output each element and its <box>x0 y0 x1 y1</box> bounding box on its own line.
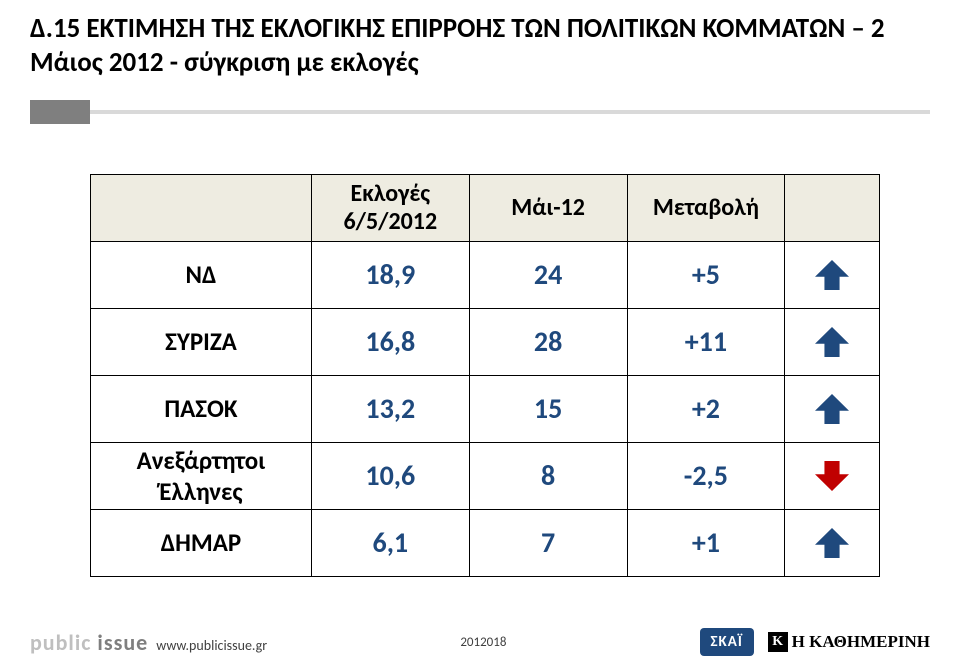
footer: public issue www.publicissue.gr 2012018 … <box>0 622 960 662</box>
cell-arrow <box>785 375 880 442</box>
cell-prev: 10,6 <box>311 442 469 509</box>
logo-publicissue: public issue <box>30 629 148 656</box>
cell-party: ΣΥΡΙΖΑ <box>91 308 312 375</box>
table-row: ΣΥΡΙΖΑ16,828+11 <box>91 308 880 375</box>
cell-now: 15 <box>469 375 627 442</box>
cell-prev: 6,1 <box>311 509 469 576</box>
cell-party: ΔΗΜΑΡ <box>91 509 312 576</box>
table-row: ΠΑΣΟΚ13,215+2 <box>91 375 880 442</box>
cell-delta: +1 <box>627 509 785 576</box>
footer-center: 2012018 <box>460 635 506 650</box>
col-arrow <box>785 174 880 241</box>
title-line-1: Δ.15 ΕΚΤΙΜΗΣΗ ΤΗΣ ΕΚΛΟΓΙΚΗΣ ΕΠΙΡΡΟΗΣ ΤΩΝ… <box>30 12 930 46</box>
arrow-up-icon <box>786 392 878 426</box>
col-now: Μάι-12 <box>469 174 627 241</box>
logo-part-b: issue <box>97 629 148 656</box>
cell-delta: +2 <box>627 375 785 442</box>
table-body: ΝΔ18,924+5ΣΥΡΙΖΑ16,828+11ΠΑΣΟΚ13,215+2Αν… <box>91 241 880 576</box>
footer-right: ΣΚΑΪ K Η ΚΑΘΗΜΕΡΙΝΗ <box>700 628 930 656</box>
footer-url: www.publicissue.gr <box>156 637 267 654</box>
cell-now: 7 <box>469 509 627 576</box>
page-root: Δ.15 ΕΚΤΙΜΗΣΗ ΤΗΣ ΕΚΛΟΓΙΚΗΣ ΕΠΙΡΡΟΗΣ ΤΩΝ… <box>0 0 960 670</box>
cell-arrow <box>785 509 880 576</box>
cell-arrow <box>785 442 880 509</box>
arrow-up-icon <box>786 325 878 359</box>
cell-prev: 18,9 <box>311 241 469 308</box>
arrow-up-icon <box>786 526 878 560</box>
col-prev: Εκλογές6/5/2012 <box>311 174 469 241</box>
kathimerini-icon: K <box>768 632 788 652</box>
cell-prev: 16,8 <box>311 308 469 375</box>
cell-delta: +5 <box>627 241 785 308</box>
cell-prev: 13,2 <box>311 375 469 442</box>
table-row: ΔΗΜΑΡ6,17+1 <box>91 509 880 576</box>
cell-delta: -2,5 <box>627 442 785 509</box>
cell-arrow <box>785 241 880 308</box>
page-title: Δ.15 ΕΚΤΙΜΗΣΗ ΤΗΣ ΕΚΛΟΓΙΚΗΣ ΕΠΙΡΡΟΗΣ ΤΩΝ… <box>30 12 930 80</box>
cell-arrow <box>785 308 880 375</box>
col-party <box>91 174 312 241</box>
results-table: Εκλογές6/5/2012 Μάι-12 Μεταβολή ΝΔ18,924… <box>90 174 880 577</box>
logo-part-a: public <box>30 629 91 656</box>
decor-line <box>90 110 930 114</box>
table-row: Ανεξάρτητοι Έλληνες10,68-2,5 <box>91 442 880 509</box>
logo-skai: ΣΚΑΪ <box>700 628 754 656</box>
cell-now: 8 <box>469 442 627 509</box>
cell-party: ΠΑΣΟΚ <box>91 375 312 442</box>
cell-party: Ανεξάρτητοι Έλληνες <box>91 442 312 509</box>
col-delta: Μεταβολή <box>627 174 785 241</box>
logo-kathimerini: K Η ΚΑΘΗΜΕΡΙΝΗ <box>768 632 930 652</box>
arrow-down-icon <box>786 459 878 493</box>
cell-now: 24 <box>469 241 627 308</box>
cell-party: ΝΔ <box>91 241 312 308</box>
table-row: ΝΔ18,924+5 <box>91 241 880 308</box>
arrow-up-icon <box>786 258 878 292</box>
title-line-2: Μάιος 2012 - σύγκριση με εκλογές <box>30 46 930 80</box>
decor-stub <box>30 100 90 124</box>
cell-now: 28 <box>469 308 627 375</box>
kathimerini-text: Η ΚΑΘΗΜΕΡΙΝΗ <box>792 632 930 652</box>
decor-bar <box>30 100 930 124</box>
table-header-row: Εκλογές6/5/2012 Μάι-12 Μεταβολή <box>91 174 880 241</box>
footer-left: public issue www.publicissue.gr <box>30 629 267 656</box>
table-container: Εκλογές6/5/2012 Μάι-12 Μεταβολή ΝΔ18,924… <box>90 174 880 577</box>
cell-delta: +11 <box>627 308 785 375</box>
